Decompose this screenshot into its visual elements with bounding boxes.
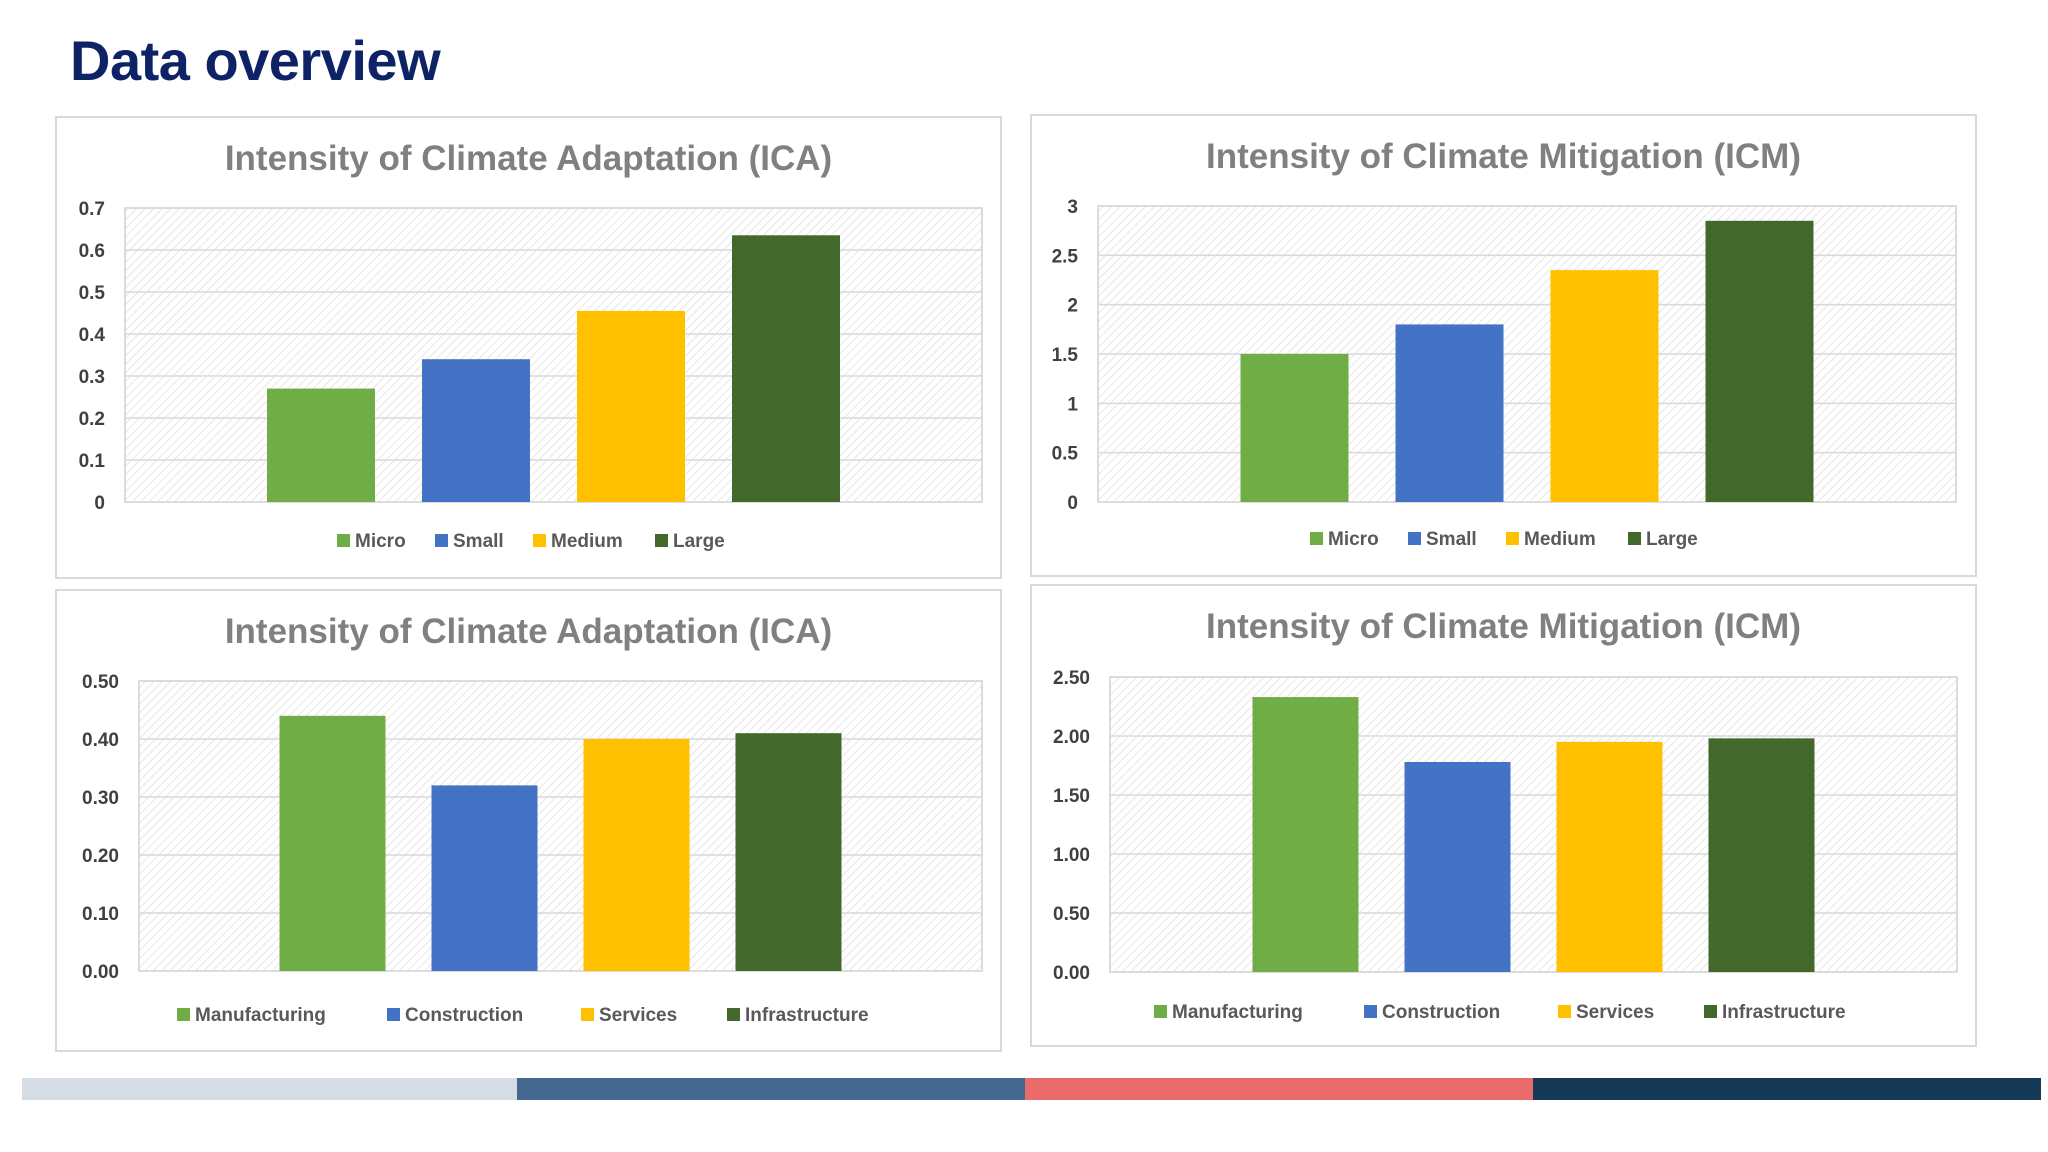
- legend-swatch: [1628, 532, 1641, 545]
- y-tick-label: 1: [1067, 394, 1078, 415]
- legend-label-infrastructure: Infrastructure: [745, 1005, 869, 1026]
- footer-bar-segment-3: [1025, 1078, 1533, 1100]
- legend-label-medium: Medium: [551, 531, 623, 552]
- bar-medium: [577, 310, 685, 502]
- legend-label-medium: Medium: [1524, 529, 1596, 550]
- y-tick-label: 0.00: [1053, 963, 1090, 984]
- y-tick-label: 2.5: [1052, 246, 1079, 267]
- legend-label-large: Large: [1646, 529, 1698, 550]
- legend-swatch: [387, 1008, 400, 1021]
- chart-icm-size: Intensity of Climate Mitigation (ICM) 0 0.…: [1052, 137, 1957, 550]
- legend-swatch: [1408, 532, 1421, 545]
- legend-label-manufacturing: Manufacturing: [195, 1005, 326, 1026]
- y-tick-label: 0.5: [79, 283, 106, 304]
- y-tick-label: 0.00: [82, 962, 119, 983]
- chart-title: Intensity of Climate Adaptation (ICA): [225, 139, 832, 178]
- y-tick-label: 0.1: [79, 451, 106, 472]
- bar-manufacturing: [1252, 697, 1359, 972]
- bar-small: [1395, 324, 1504, 502]
- bar-micro: [267, 388, 375, 502]
- y-tick-label: 0.50: [82, 672, 119, 693]
- page-title: Data overview: [70, 29, 441, 92]
- plot-area: [1109, 676, 1958, 973]
- bar-micro: [1240, 354, 1349, 502]
- chart-panel-icm-sector: Intensity of Climate Mitigation (ICM) 0.0…: [1030, 584, 1977, 1047]
- legend-swatch: [1154, 1005, 1167, 1018]
- legend-label-infrastructure: Infrastructure: [1722, 1002, 1846, 1023]
- legend-swatch: [655, 534, 668, 547]
- chart-panel-icm-size: Intensity of Climate Mitigation (ICM) 0 0.…: [1030, 114, 1977, 577]
- legend-label-services: Services: [1576, 1002, 1654, 1023]
- bar-medium: [1550, 270, 1659, 502]
- legend-label-small: Small: [1426, 529, 1477, 550]
- legend-swatch: [1364, 1005, 1377, 1018]
- y-tick-label: 0.3: [79, 367, 105, 388]
- y-tick-label: 0.20: [82, 846, 119, 867]
- legend-swatch: [533, 534, 546, 547]
- y-tick-label: 0.7: [79, 199, 105, 220]
- y-tick-label: 0: [1067, 493, 1078, 514]
- y-tick-label: 0.6: [79, 241, 105, 262]
- bar-services: [1556, 741, 1663, 972]
- bar-small: [422, 359, 530, 502]
- legend-swatch: [177, 1008, 190, 1021]
- footer-bar-segment-1: [22, 1078, 517, 1100]
- legend-swatch: [1506, 532, 1519, 545]
- bar-services: [583, 739, 690, 971]
- y-tick-label: 2.00: [1053, 727, 1090, 748]
- bar-large: [732, 235, 840, 503]
- y-tick-label: 0.40: [82, 730, 119, 751]
- y-tick-label: 0.30: [82, 788, 119, 809]
- y-tick-label: 0.5: [1052, 444, 1079, 465]
- legend-label-small: Small: [453, 531, 504, 552]
- legend-swatch: [727, 1008, 740, 1021]
- legend-swatch: [435, 534, 448, 547]
- legend-label-services: Services: [599, 1005, 677, 1026]
- y-tick-label: 2.50: [1053, 668, 1090, 689]
- y-tick-label: 1.00: [1053, 845, 1090, 866]
- legend-label-construction: Construction: [1382, 1002, 1500, 1023]
- bar-construction: [431, 785, 538, 971]
- legend-label-large: Large: [673, 531, 725, 552]
- legend-swatch: [337, 534, 350, 547]
- chart-panel-ica-size: Intensity of Climate Adaptation (ICA) 0 0.…: [55, 116, 1002, 579]
- chart-title: Intensity of Climate Mitigation (ICM): [1206, 137, 1801, 176]
- y-tick-label: 0.50: [1053, 904, 1090, 925]
- y-tick-label: 2: [1067, 296, 1078, 317]
- legend-label-manufacturing: Manufacturing: [1172, 1002, 1303, 1023]
- bar-manufacturing: [279, 715, 386, 971]
- chart-ica-size: Intensity of Climate Adaptation (ICA) 0 0.…: [79, 139, 983, 552]
- legend-label-micro: Micro: [355, 531, 406, 552]
- y-tick-label: 1.5: [1052, 345, 1079, 366]
- plot-area: [138, 680, 983, 972]
- bar-large: [1705, 220, 1814, 503]
- y-tick-label: 3: [1067, 197, 1078, 218]
- chart-title: Intensity of Climate Adaptation (ICA): [225, 612, 832, 651]
- chart-title: Intensity of Climate Mitigation (ICM): [1206, 607, 1801, 646]
- bar-infrastructure: [735, 733, 842, 971]
- bar-construction: [1404, 761, 1511, 972]
- y-tick-label: 0.2: [79, 409, 105, 430]
- y-tick-label: 0.10: [82, 904, 119, 925]
- y-tick-label: 0.4: [79, 325, 106, 346]
- chart-ica-sector: Intensity of Climate Adaptation (ICA) 0.0…: [82, 612, 983, 1026]
- y-tick-label: 1.50: [1053, 786, 1090, 807]
- legend-label-construction: Construction: [405, 1005, 523, 1026]
- legend-swatch: [581, 1008, 594, 1021]
- chart-panel-ica-sector: Intensity of Climate Adaptation (ICA) 0.0…: [55, 589, 1002, 1052]
- footer-bar-segment-2: [517, 1078, 1025, 1100]
- legend-label-micro: Micro: [1328, 529, 1379, 550]
- footer-bar-segment-4: [1533, 1078, 2041, 1100]
- chart-icm-sector: Intensity of Climate Mitigation (ICM) 0.0…: [1053, 607, 1958, 1023]
- legend-swatch: [1558, 1005, 1571, 1018]
- y-tick-label: 0: [94, 493, 105, 514]
- bar-infrastructure: [1708, 738, 1815, 972]
- legend-swatch: [1704, 1005, 1717, 1018]
- plot-area: [124, 207, 983, 503]
- legend-swatch: [1310, 532, 1323, 545]
